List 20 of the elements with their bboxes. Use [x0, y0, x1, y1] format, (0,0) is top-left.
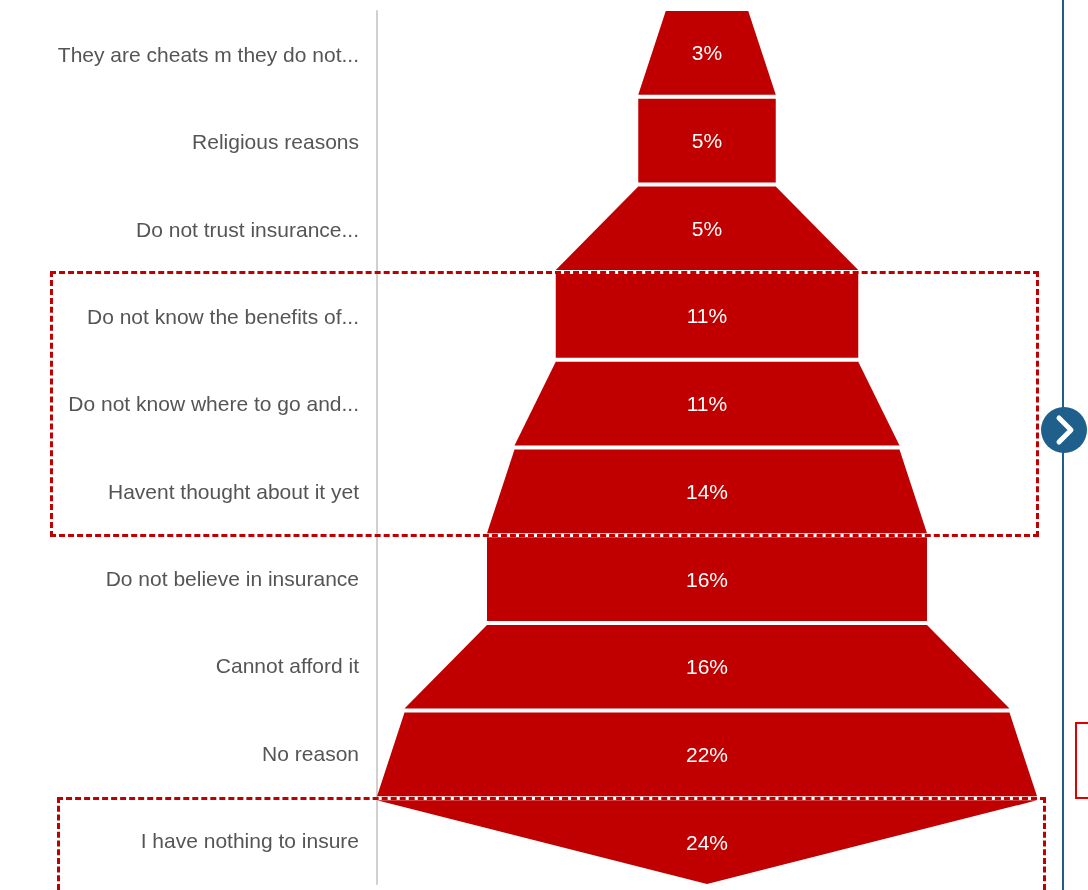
- category-label: Do not know where to go and...: [68, 392, 359, 416]
- data-label: 5%: [691, 216, 723, 240]
- data-label: 14%: [685, 479, 729, 503]
- category-label: No reason: [262, 741, 359, 765]
- data-label: 16%: [685, 655, 729, 679]
- category-label: Cannot afford it: [215, 654, 360, 678]
- category-label: They are cheats m they do not...: [57, 43, 359, 67]
- data-label: 16%: [685, 567, 729, 591]
- category-label: Do not trust insurance...: [136, 217, 359, 241]
- category-label: I have nothing to insure: [140, 828, 359, 852]
- data-label: 11%: [686, 392, 728, 416]
- category-label: Do not believe in insurance: [105, 566, 359, 590]
- category-label: Religious reasons: [192, 130, 359, 154]
- data-label: 3%: [691, 41, 723, 65]
- data-label: 22%: [685, 742, 729, 766]
- data-label: 24%: [685, 830, 729, 854]
- data-label: 5%: [691, 129, 723, 153]
- category-label: Do not know the benefits of...: [87, 305, 359, 329]
- data-label: 11%: [686, 304, 728, 328]
- category-label: Havent thought about it yet: [107, 479, 360, 503]
